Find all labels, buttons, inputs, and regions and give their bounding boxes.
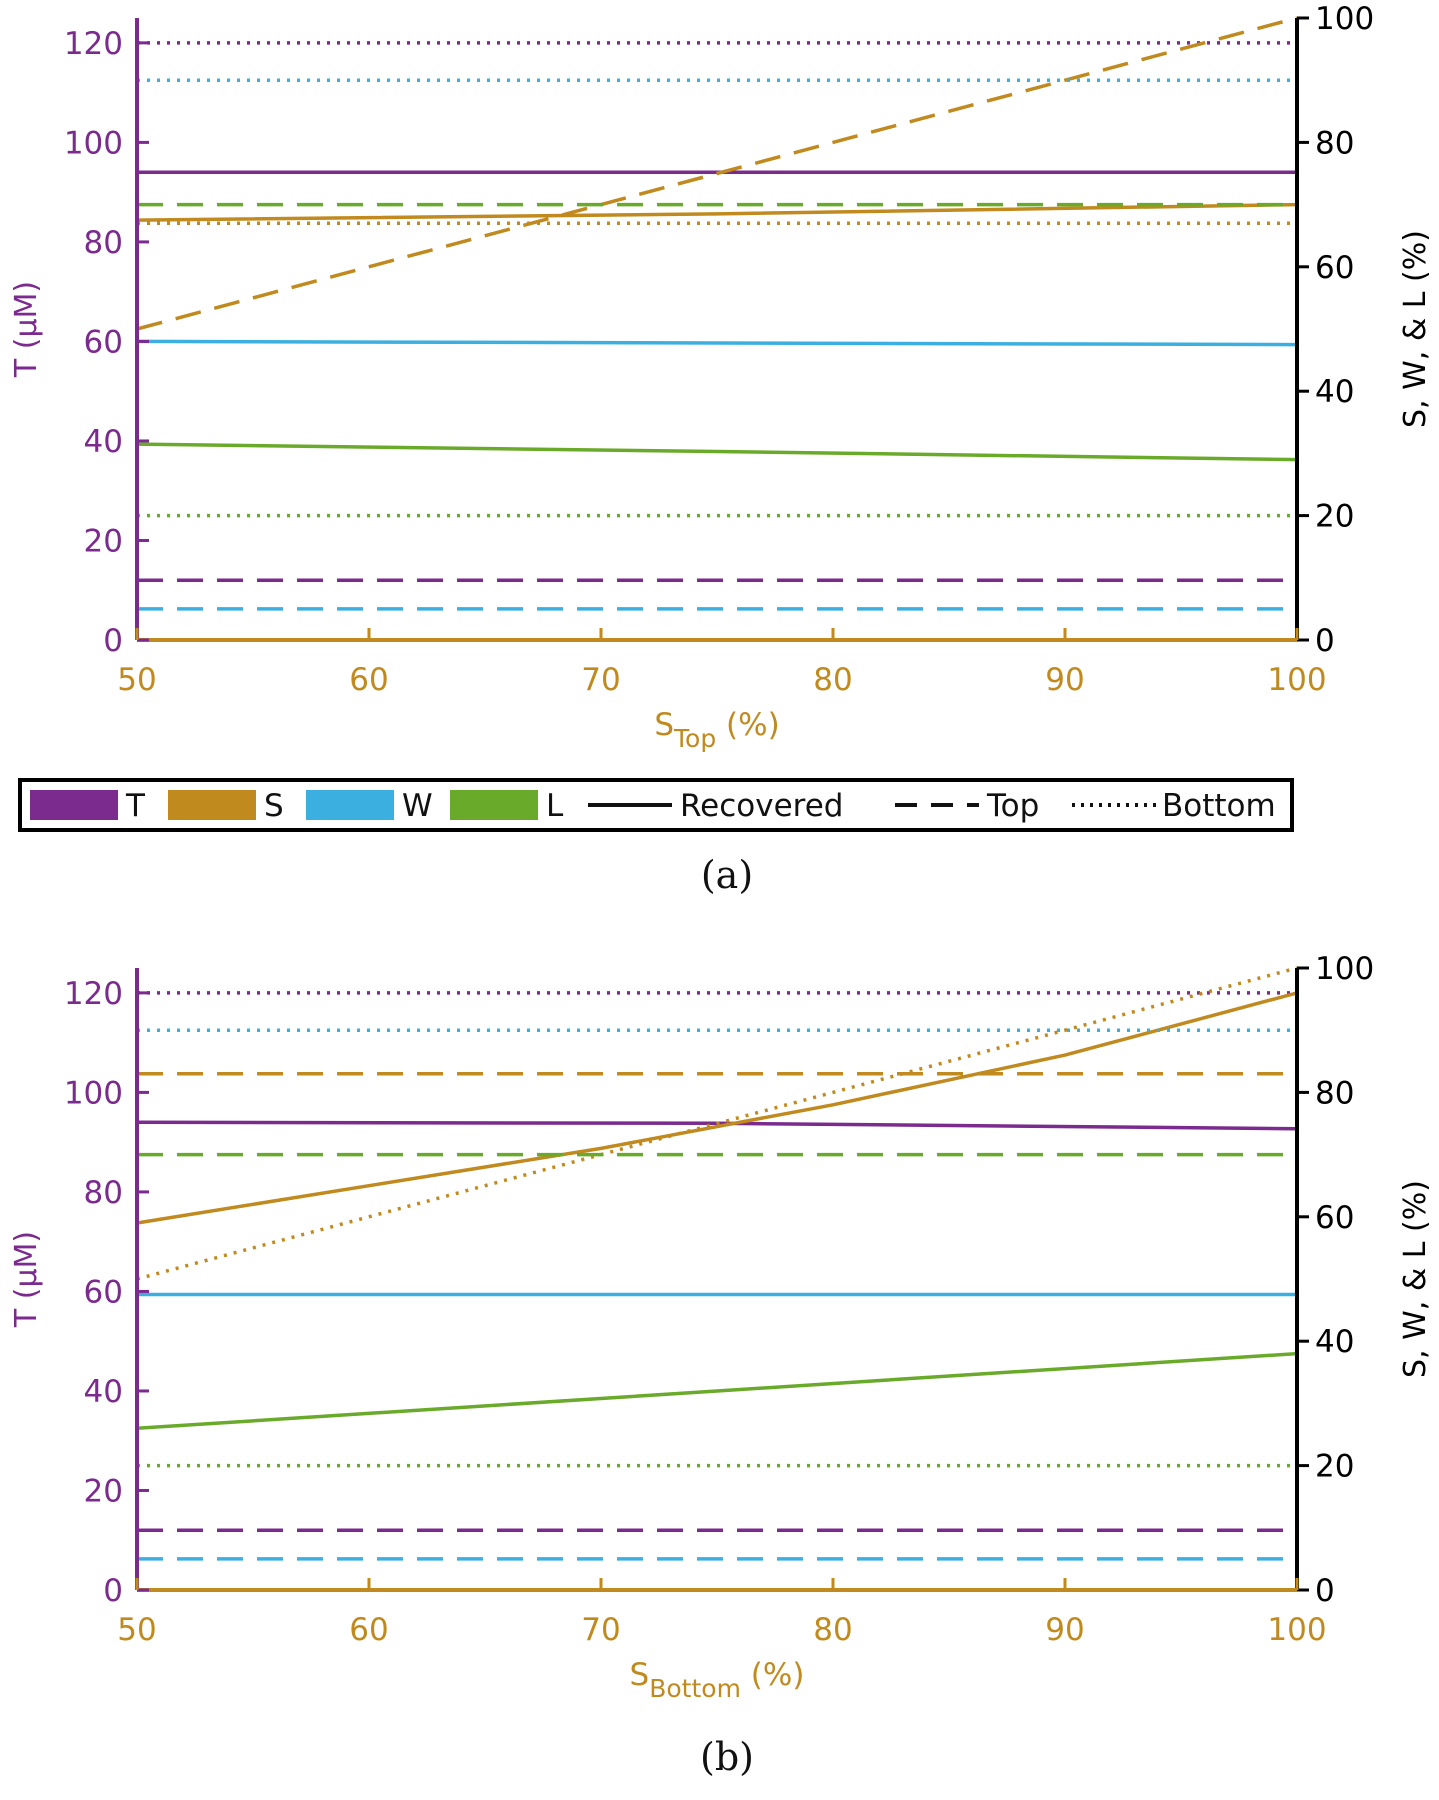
x-axis-label: SBottom (%) [630,1657,805,1703]
right-tick-label: 40 [1315,374,1354,410]
x-axis-label-sub: Top [673,724,716,753]
x-tick-label: 80 [813,662,852,698]
right-tick-label: 80 [1315,125,1354,161]
x-axis-label: STop (%) [654,707,779,753]
left-tick-label: 20 [84,1473,123,1509]
panel-caption: (b) [700,1735,754,1779]
series-s-solid [136,991,1298,1225]
panel-caption: (a) [701,853,753,897]
left-tick-label: 120 [64,976,123,1012]
x-axis-label-sub: Bottom [649,1674,741,1703]
panel-b: 0 20 40 60 80 100 120 0 20 40 60 80 100 50 60 70 80 90 100… [9,951,1433,1779]
legend-label-t: T [125,788,146,824]
legend-label-bottom: Bottom [1162,788,1276,824]
x-tick-label: 90 [1045,1612,1084,1648]
right-tick-label: 60 [1315,1200,1354,1236]
x-tick-label: 70 [581,662,620,698]
x-tick-label: 80 [813,1612,852,1648]
series-s-dashed [136,16,1298,331]
left-tick-label: 100 [64,125,123,161]
x-tick-label: 90 [1045,662,1084,698]
x-axis-label-main: S [630,1657,650,1693]
legend-label-s: S [264,788,284,824]
left-tick-label: 40 [84,424,123,460]
left-tick-label: 20 [84,523,123,559]
left-tick-label: 0 [103,623,123,659]
right-tick-label: 60 [1315,250,1354,286]
x-tick-label: 50 [117,662,156,698]
series-l-solid [136,442,1298,462]
x-tick-label: 100 [1267,662,1326,698]
x-tick-label: 60 [349,662,388,698]
x-tick-label: 60 [349,1612,388,1648]
right-tick-label: 0 [1315,623,1335,659]
right-tick-label: 80 [1315,1075,1354,1111]
left-tick-label: 40 [84,1374,123,1410]
left-y-axis-label: T (μM) [9,1231,44,1328]
legend-label-recovered: Recovered [680,788,843,824]
left-tick-label: 0 [103,1573,123,1609]
x-tick-label: 70 [581,1612,620,1648]
series-s-dotted [136,966,1298,1281]
right-tick-label: 40 [1315,1324,1354,1360]
legend-label-w: W [402,788,433,824]
legend-swatch-t [30,790,118,820]
right-tick-label: 20 [1315,1449,1354,1485]
left-tick-label: 80 [84,1175,123,1211]
x-tick-label: 50 [117,1612,156,1648]
left-tick-label: 80 [84,225,123,261]
legend-swatch-l [450,790,538,820]
legend-label-l: L [546,788,564,824]
x-tick-label: 100 [1267,1612,1326,1648]
right-y-axis-label: S, W, & L (%) [1398,1180,1433,1378]
left-tick-label: 100 [64,1075,123,1111]
left-tick-label: 60 [84,1274,123,1310]
series-l-solid [136,1351,1298,1431]
right-tick-label: 0 [1315,1573,1335,1609]
left-tick-label: 60 [84,324,123,360]
right-tick-label: 100 [1315,1,1374,37]
left-y-axis-label: T (μM) [9,281,44,378]
legend-swatch-w [306,790,394,820]
right-tick-label: 20 [1315,499,1354,535]
series-w-solid [136,339,1298,347]
series-s-solid [136,202,1298,222]
panel-a: 0 20 40 60 80 100 120 0 20 40 60 80 100 50 60 70 80 90 100… [9,1,1433,897]
legend-label-top: Top [986,788,1039,824]
x-axis-label-main: S [654,707,674,743]
legend-swatch-s [168,790,256,820]
legend: T S W L Recovered Top Bottom [18,778,1294,832]
x-axis-label-unit: (%) [716,707,780,743]
left-tick-label: 120 [64,26,123,62]
x-axis-label-unit: (%) [741,1657,805,1693]
right-y-axis-label: S, W, & L (%) [1398,230,1433,428]
right-tick-label: 100 [1315,951,1374,987]
